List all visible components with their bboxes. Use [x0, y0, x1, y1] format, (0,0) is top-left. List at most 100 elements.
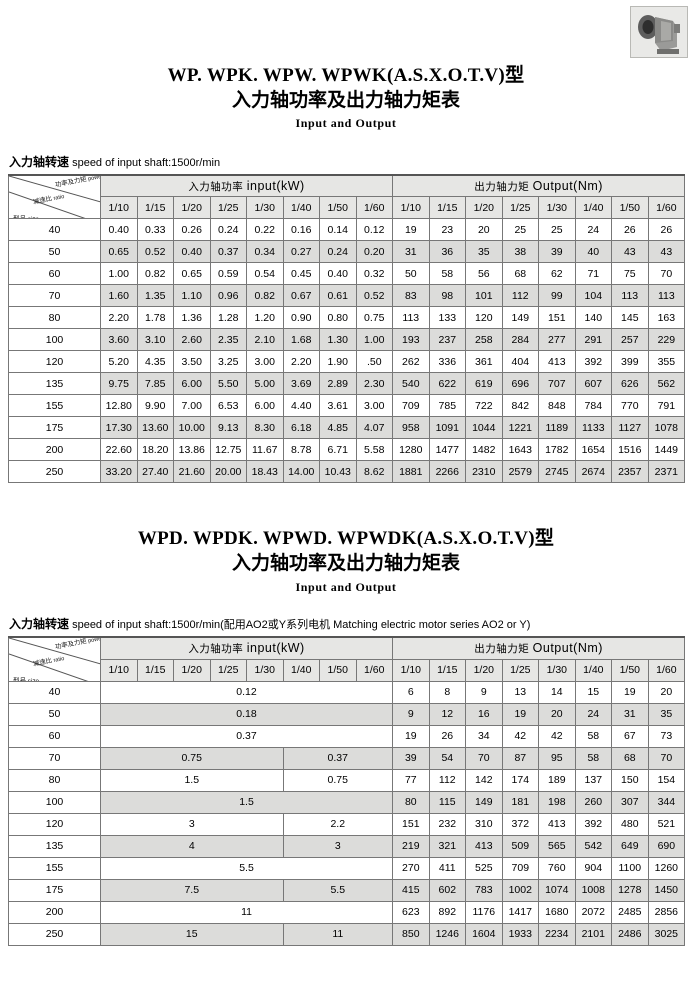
cell-input-1: 13.60: [136, 416, 174, 440]
table-row: 155 5.5 270 411 525 709 760 904 1100 1260: [8, 856, 686, 880]
cell-size: 135: [8, 834, 101, 858]
cell-size: 70: [8, 284, 101, 308]
cell-output-2: 35: [465, 240, 503, 264]
section2-speed-note-cn: 入力轴转速: [9, 617, 70, 632]
table-row: 100 3.60 3.10 2.60 2.35 2.10 1.68 1.30 1.00 193 23…: [8, 328, 686, 352]
cell-output-4: 413: [538, 812, 576, 836]
cell-output-7: 113: [647, 284, 686, 308]
cell-input-4: 0.82: [246, 284, 284, 308]
cell-output-7: 1449: [647, 438, 686, 462]
table-row: 175 7.5 5.5 415 602 783 1002 1074 1008 1278 1450: [8, 878, 686, 902]
cell-input-0: 17.30: [100, 416, 138, 440]
cell-output-3: 709: [501, 856, 540, 880]
cell-output-3: 1643: [501, 438, 540, 462]
cell-input-5: 1.68: [282, 328, 320, 352]
cell-output-5: 784: [574, 394, 613, 418]
cell-input-span-0: 0.18: [99, 702, 394, 726]
table-row: 60 1.00 0.82 0.65 0.59 0.54 0.45 0.40 0.32 50 58 56…: [8, 262, 686, 286]
cell-output-4: 198: [538, 790, 576, 814]
cell-input-span-0: 0.12: [99, 680, 394, 704]
cell-input-4: 18.43: [246, 460, 284, 484]
table-row: 250 15 11 850 1246 1604 1933 2234 2101 2486 3025: [8, 922, 686, 946]
cell-output-7: 26: [647, 218, 686, 242]
cell-input-6: 0.80: [319, 306, 357, 330]
table-row: 50 0.65 0.52 0.40 0.37 0.34 0.27 0.24 0.20 31 36 35…: [8, 240, 686, 264]
cell-output-5: 58: [574, 746, 613, 770]
section1-ratio-header-input-4: 1/30: [246, 196, 284, 220]
table-row: 135 4 3 219 321 413 509 565 542 649 690: [8, 834, 686, 858]
cell-output-3: 112: [501, 284, 540, 308]
cell-input-span-1: 2.2: [282, 812, 394, 836]
cell-output-6: 2486: [611, 922, 649, 946]
cell-input-1: 7.85: [136, 372, 174, 396]
cell-output-7: 20: [647, 680, 686, 704]
cell-size: 50: [8, 702, 101, 726]
cell-output-0: 1881: [392, 460, 430, 484]
cell-output-6: 2485: [611, 900, 649, 924]
section2-ratio-header-input-3: 1/25: [209, 658, 247, 682]
cell-output-0: 19: [392, 218, 430, 242]
cell-size: 60: [8, 262, 101, 286]
cell-output-1: 2266: [428, 460, 467, 484]
cell-output-7: 355: [647, 350, 686, 374]
cell-output-5: 1133: [574, 416, 613, 440]
cell-input-6: 10.43: [319, 460, 357, 484]
section2-ratio-header-input-4: 1/30: [246, 658, 284, 682]
section2-ratio-header-output-3: 1/25: [501, 658, 540, 682]
cell-output-2: 20: [465, 218, 503, 242]
cell-output-2: 1044: [465, 416, 503, 440]
cell-input-1: 1.78: [136, 306, 174, 330]
table-corner-legend: 功率及力矩 power and moment 减速比 ratio 型号 size: [8, 636, 101, 682]
cell-input-0: 1.60: [100, 284, 138, 308]
cell-input-5: 14.00: [282, 460, 320, 484]
section1-header-ratio-row: 1/10 1/15 1/20 1/25 1/30 1/40 1/50 1/60 1/10 1/15…: [9, 196, 686, 220]
cell-input-4: 1.20: [246, 306, 284, 330]
corner-label-size: 型号 size: [13, 213, 39, 218]
cell-input-7: 3.00: [355, 394, 394, 418]
cell-output-2: 413: [465, 834, 503, 858]
cell-output-0: 113: [392, 306, 430, 330]
cell-output-2: 34: [465, 724, 503, 748]
section2-table-body: 40 0.12 6 8 9 13 14 15 19 20 50 0.18 9 12 16 19 20 24 31 35…: [8, 680, 686, 946]
cell-output-7: 1450: [647, 878, 686, 902]
cell-output-7: 3025: [647, 922, 686, 946]
table-row: 200 22.60 18.20 13.86 12.75 11.67 8.78 6.71 5.58…: [8, 438, 686, 462]
cell-input-1: 1.35: [136, 284, 174, 308]
cell-output-7: 1078: [647, 416, 686, 440]
table-row: 155 12.80 9.90 7.00 6.53 6.00 4.40 3.61 3.00 709 7…: [8, 394, 686, 418]
cell-input-span-0: 15: [100, 922, 284, 946]
cell-input-7: 0.12: [355, 218, 394, 242]
cell-input-7: 4.07: [355, 416, 394, 440]
cell-output-5: 260: [574, 790, 613, 814]
cell-input-1: 0.33: [136, 218, 174, 242]
cell-output-1: 1477: [428, 438, 467, 462]
cell-input-6: 0.24: [319, 240, 357, 264]
section1-speed-note-en: speed of input shaft:1500r/min: [72, 156, 221, 169]
cell-input-span-0: 11: [99, 900, 394, 924]
section1-ratio-header-output-5: 1/40: [574, 196, 613, 220]
cell-output-7: 1260: [647, 856, 686, 880]
cell-output-3: 19: [501, 702, 540, 726]
cell-input-4: 8.30: [246, 416, 284, 440]
cell-input-3: 5.50: [209, 372, 247, 396]
section2-subtitle-en: Input and Output: [295, 579, 397, 594]
cell-input-5: 0.16: [282, 218, 320, 242]
cell-input-2: 0.26: [173, 218, 211, 242]
cell-size: 40: [8, 218, 101, 242]
cell-output-7: 35: [647, 702, 686, 726]
cell-output-1: 785: [428, 394, 467, 418]
cell-output-1: 411: [428, 856, 467, 880]
cell-output-7: 229: [647, 328, 686, 352]
section2-header-ratio-row: 1/10 1/15 1/20 1/25 1/30 1/40 1/50 1/60 1/10 1/15…: [9, 658, 686, 682]
cell-output-2: 722: [465, 394, 503, 418]
cell-output-1: 321: [428, 834, 467, 858]
cell-output-3: 68: [501, 262, 540, 286]
section1-subtitle-en: Input and Output: [295, 116, 397, 131]
section1-group-header-output: 出力轴力矩 Output(Nm): [392, 173, 686, 198]
cell-input-4: 0.22: [246, 218, 284, 242]
cell-output-0: 709: [392, 394, 430, 418]
cell-output-2: 70: [465, 746, 503, 770]
cell-input-0: 0.65: [100, 240, 138, 264]
cell-size: 250: [8, 460, 101, 484]
cell-input-1: 27.40: [136, 460, 174, 484]
